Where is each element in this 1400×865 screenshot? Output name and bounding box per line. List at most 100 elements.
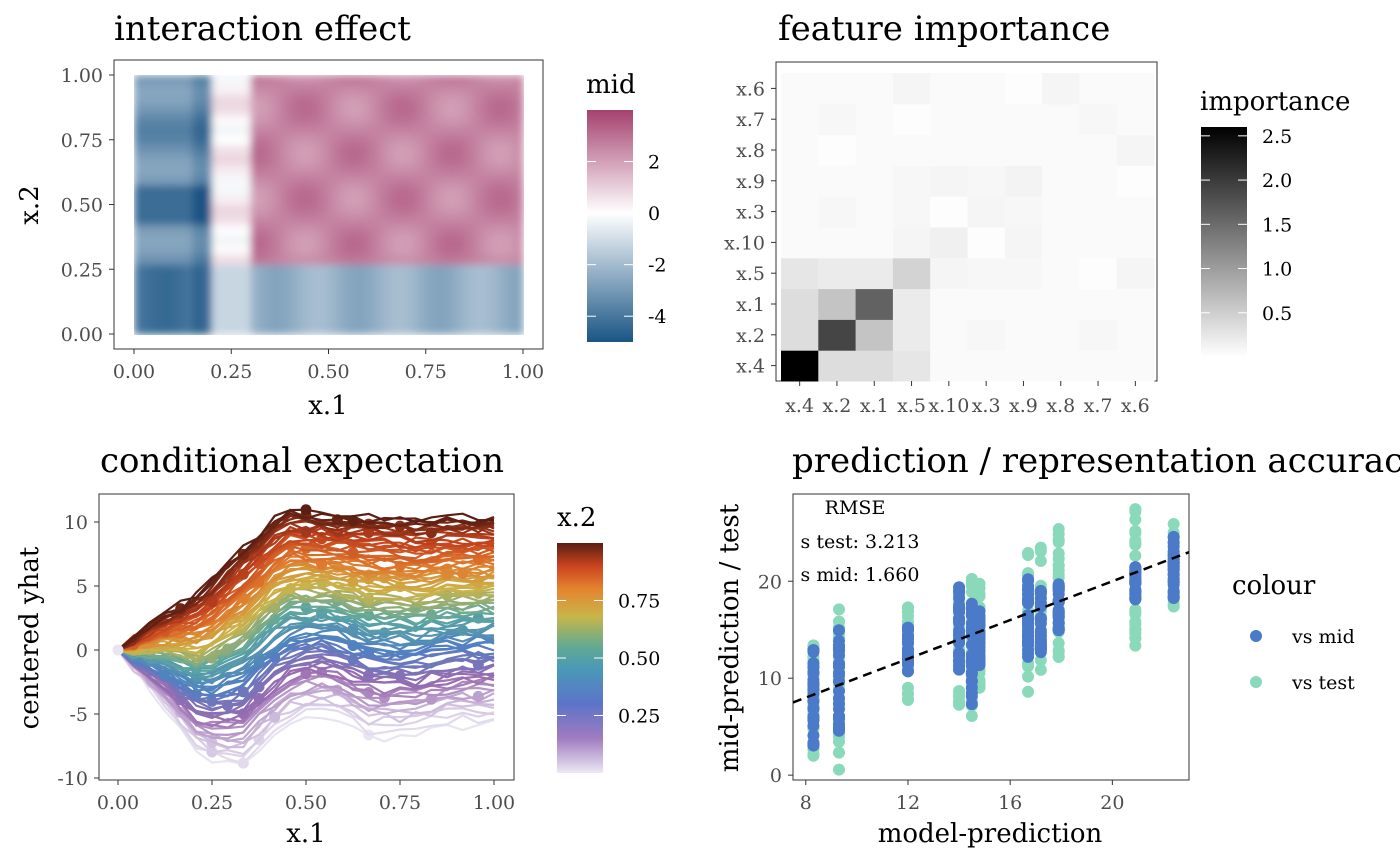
heat-cell — [328, 224, 339, 235]
heat-cell — [221, 144, 232, 156]
heat-cell — [172, 84, 184, 96]
heat-cell — [309, 154, 320, 166]
heat-cell — [357, 274, 368, 285]
heat-cell — [338, 104, 349, 116]
heat-cell — [464, 224, 475, 235]
heat-cell — [386, 194, 398, 206]
importance-cell — [967, 165, 1006, 197]
heat-cell — [289, 214, 300, 226]
heat-cell — [172, 304, 184, 315]
heat-cell — [347, 284, 359, 295]
heat-cell — [484, 314, 495, 325]
heat-cell — [143, 294, 155, 305]
ice-curves — [112, 504, 495, 769]
heat-cell — [163, 244, 174, 255]
heat-cell — [454, 324, 466, 335]
importance-cell — [1116, 288, 1155, 320]
heat-cell — [318, 184, 330, 196]
heat-cell — [163, 294, 174, 305]
heat-cell — [279, 75, 291, 86]
importance-cell — [1116, 350, 1155, 382]
heat-cell — [367, 294, 378, 305]
vs-test-point — [1022, 685, 1035, 698]
heat-cell — [445, 234, 456, 245]
heat-cell — [260, 234, 271, 245]
heat-cell — [279, 244, 291, 255]
heat-cell — [386, 164, 398, 176]
heat-cell — [503, 144, 514, 156]
heat-cell — [202, 264, 213, 275]
heat-cell — [464, 184, 475, 196]
heat-cell — [396, 184, 407, 196]
heat-cell — [328, 124, 339, 136]
importance-cell — [1004, 73, 1043, 105]
heat-cell — [416, 274, 427, 285]
heat-cell — [192, 184, 203, 196]
heat-cell — [503, 254, 514, 265]
heat-cell — [279, 194, 291, 206]
vs-test-point — [1052, 523, 1065, 536]
importance-cell — [967, 196, 1006, 228]
heat-cell — [182, 234, 193, 245]
accuracy-panel: prediction / representation accuracy 8 12… — [715, 441, 1400, 849]
heat-cell — [425, 244, 437, 255]
x-tick-label: 12 — [896, 792, 920, 814]
y-tick-label: 20 — [758, 571, 782, 593]
heat-cell — [513, 314, 524, 325]
heat-cell — [192, 84, 203, 96]
heat-cell — [221, 234, 232, 245]
heat-cell — [513, 194, 524, 206]
heat-cell — [474, 174, 485, 186]
heat-cell — [299, 194, 310, 206]
heat-cell — [172, 114, 184, 126]
y-tick-label: 1.00 — [61, 65, 103, 87]
heat-cell — [270, 114, 281, 126]
heat-cell — [435, 84, 446, 96]
heat-cell — [192, 264, 203, 275]
heat-cell — [416, 264, 427, 275]
ice-point — [269, 602, 281, 614]
heat-cell — [435, 304, 446, 315]
heat-cell — [134, 164, 145, 176]
heat-cell — [202, 164, 213, 176]
importance-cell — [1079, 257, 1118, 290]
importance-y-ticks: x.4 x.2 x.1 x.5 x.10 x.3 x.9 x.8 x.7 x.6 — [724, 78, 776, 378]
importance-cell — [818, 134, 857, 166]
heat-cell — [377, 75, 388, 86]
heat-cell — [202, 94, 213, 106]
vs-mid-point — [953, 601, 966, 614]
importance-cell — [930, 257, 968, 290]
heat-cell — [513, 174, 524, 186]
heat-cell — [182, 274, 193, 285]
heat-cell — [289, 154, 300, 166]
heat-cell — [192, 274, 203, 285]
importance-cell — [930, 73, 968, 105]
heat-cell — [192, 324, 203, 335]
heat-cell — [338, 164, 349, 176]
heat-cell — [192, 104, 203, 116]
interaction-x-label: x.1 — [308, 391, 347, 421]
y-tick-label: -5 — [69, 704, 88, 726]
heat-cell — [134, 284, 145, 295]
vs-test-point — [1052, 651, 1065, 664]
heat-cell — [464, 324, 475, 335]
heat-cell — [367, 124, 378, 136]
heat-cell — [143, 184, 155, 196]
heat-cell — [454, 75, 466, 86]
heat-cell — [435, 214, 446, 226]
heat-cell — [221, 294, 232, 305]
heat-cell — [231, 84, 242, 96]
x-tick-label: 1.00 — [502, 361, 544, 383]
heat-cell — [182, 194, 193, 206]
heat-cell — [240, 304, 252, 315]
heat-cell — [221, 274, 232, 285]
heat-cell — [377, 104, 388, 116]
heat-cell — [416, 214, 427, 226]
heat-cell — [367, 134, 378, 146]
vs-mid-point — [832, 624, 845, 637]
heat-cell — [464, 174, 475, 186]
importance-cell — [818, 319, 857, 351]
heat-cell — [260, 84, 271, 96]
vs-test-point — [807, 749, 820, 762]
heat-cell — [416, 244, 427, 255]
